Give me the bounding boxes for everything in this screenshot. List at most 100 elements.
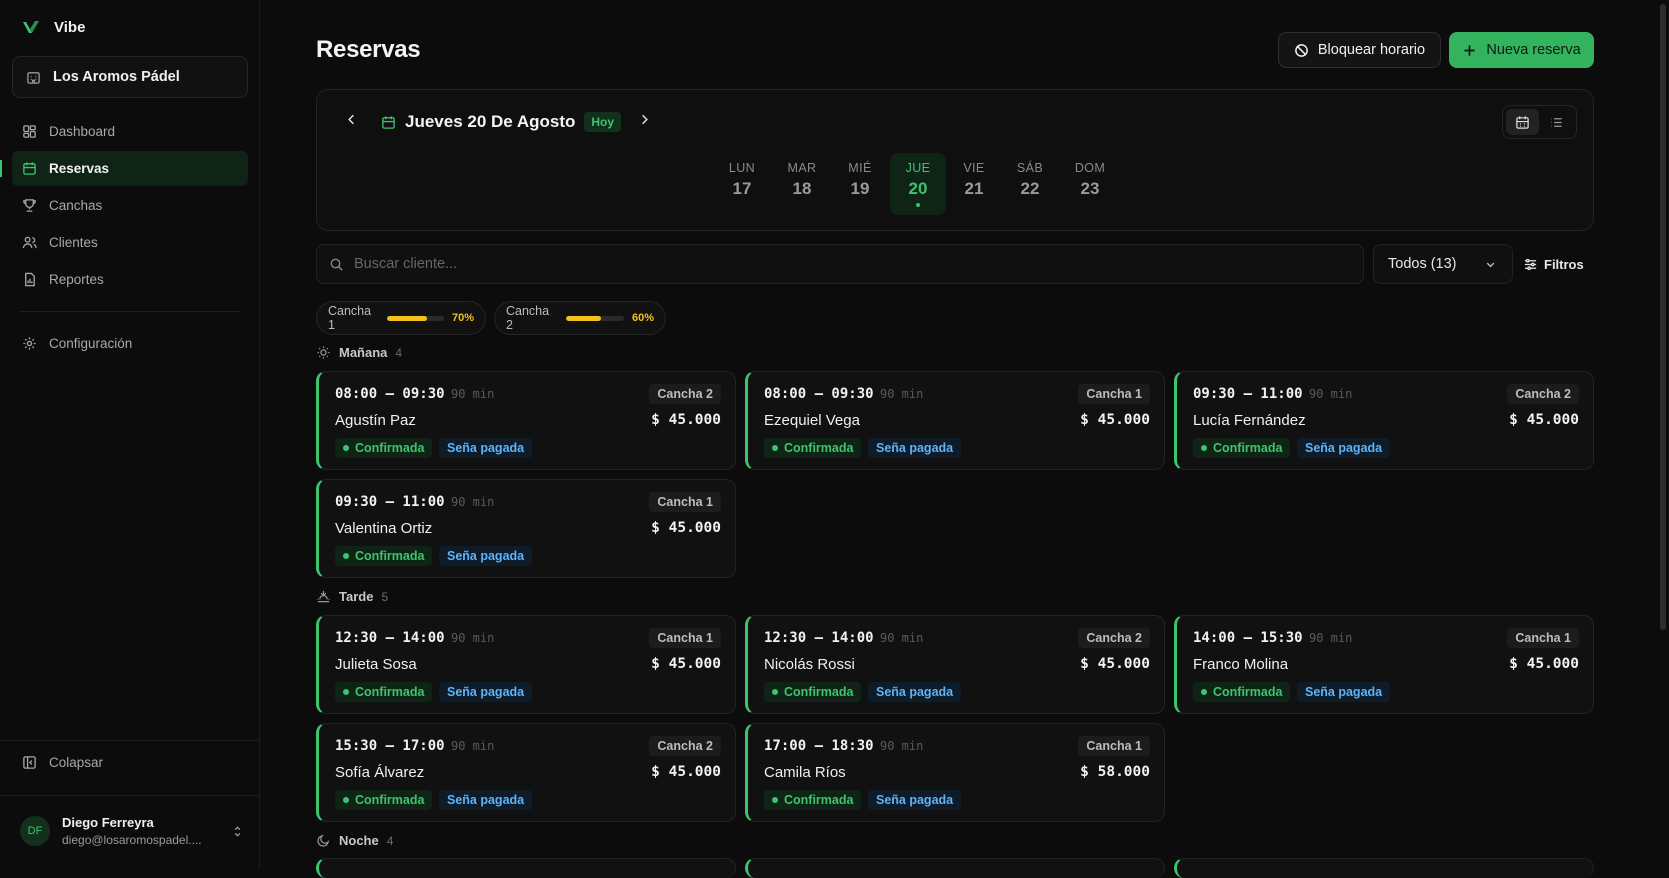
booking-card-partial[interactable] xyxy=(745,858,1165,878)
chevron-up-down-icon xyxy=(234,825,241,837)
payment-badge: Seña pagada xyxy=(439,546,533,566)
status-dot xyxy=(343,445,349,451)
ban-icon xyxy=(1295,43,1308,57)
block-schedule-label: Bloquear horario xyxy=(1317,42,1426,58)
sidebar-item-label: Dashboard xyxy=(49,124,116,139)
court-occupancy-chip[interactable]: Cancha 1 70% xyxy=(316,301,486,335)
day-sun[interactable]: DOM 23 xyxy=(1062,153,1118,215)
status-label: Confirmada xyxy=(784,685,854,699)
block-schedule-button[interactable]: Bloquear horario xyxy=(1278,32,1441,68)
booking-card[interactable]: 17:00 – 18:30 90 min Cancha 1 Camila Ríos $ … xyxy=(745,723,1165,822)
status-dot xyxy=(343,553,349,559)
plus-icon xyxy=(1464,44,1475,56)
payment-badge: Seña pagada xyxy=(439,438,533,458)
booking-duration: 90 min xyxy=(880,387,924,401)
status-badge: Confirmada xyxy=(335,790,433,810)
booking-card[interactable]: 12:30 – 14:00 90 min Cancha 2 Nicolás Rossi… xyxy=(745,615,1165,714)
court-label: Cancha 2 xyxy=(506,304,550,332)
sidebar-item-reservas[interactable]: Reservas xyxy=(0,151,248,186)
brand-name: Vibe xyxy=(54,18,86,36)
list-view-button[interactable] xyxy=(1541,109,1574,135)
occupancy-fill xyxy=(386,315,427,321)
status-badge: Confirmada xyxy=(764,438,862,458)
chevron-right-icon[interactable] xyxy=(637,112,652,127)
client-name: Agustín Paz xyxy=(335,412,416,429)
section-count: 4 xyxy=(395,345,403,360)
brand[interactable]: Vibe xyxy=(22,18,85,36)
court-badge: Cancha 1 xyxy=(1078,736,1150,756)
status-badge: Confirmada xyxy=(335,546,433,566)
booking-card[interactable]: 08:00 – 09:30 90 min Cancha 2 Agustín Paz $ … xyxy=(316,371,736,470)
list-icon xyxy=(1551,117,1562,127)
day-thu[interactable]: JUE 20 xyxy=(890,153,946,215)
scrollbar[interactable] xyxy=(1657,0,1669,869)
status-select[interactable]: Todos (13) xyxy=(1373,244,1513,284)
day-name: LUN xyxy=(728,161,756,175)
booking-price: $ 45.000 xyxy=(651,764,721,780)
today-badge: Hoy xyxy=(584,112,622,132)
status-label: Confirmada xyxy=(355,685,425,699)
scrollbar-thumb[interactable] xyxy=(1660,4,1666,630)
current-date[interactable]: Jueves 20 De Agosto Hoy xyxy=(381,112,622,132)
booking-card-partial[interactable] xyxy=(1174,858,1594,878)
status-badge: Confirmada xyxy=(335,438,433,458)
sidebar-item-clientes[interactable]: Clientes xyxy=(12,225,248,260)
day-name: MIÉ xyxy=(848,161,872,175)
vibe-logo-icon xyxy=(23,21,39,33)
day-fri[interactable]: VIE 21 xyxy=(946,153,1002,215)
status-badge: Confirmada xyxy=(335,682,433,702)
sidebar: Vibe Los Aromos Pádel Dashboard Reservas… xyxy=(0,0,260,869)
page-title: Reservas xyxy=(316,36,421,63)
status-badge: Confirmada xyxy=(1193,438,1291,458)
booking-card-partial[interactable] xyxy=(316,858,736,878)
sidebar-item-canchas[interactable]: Canchas xyxy=(12,188,248,223)
booking-card[interactable]: 12:30 – 14:00 90 min Cancha 1 Julieta Sosa $… xyxy=(316,615,736,714)
court-badge: Cancha 1 xyxy=(649,492,721,512)
booking-time: 17:00 – 18:30 xyxy=(764,738,874,754)
court-occupancy-chip[interactable]: Cancha 2 60% xyxy=(494,301,666,335)
occupancy-percent: 60% xyxy=(631,312,654,324)
booking-price: $ 45.000 xyxy=(651,412,721,428)
search-input[interactable] xyxy=(354,256,1254,272)
day-number: 23 xyxy=(1080,179,1100,198)
booking-time: 12:30 – 14:00 xyxy=(764,630,874,646)
collapse-button[interactable]: Colapsar xyxy=(22,755,103,770)
booking-duration: 90 min xyxy=(451,495,495,509)
day-mon[interactable]: LUN 17 xyxy=(714,153,770,215)
sidebar-divider xyxy=(0,795,260,796)
filters-button[interactable]: Filtros xyxy=(1523,244,1594,284)
booking-duration: 90 min xyxy=(880,739,924,753)
day-sat[interactable]: SÁB 22 xyxy=(1002,153,1058,215)
booking-price: $ 45.000 xyxy=(1080,656,1150,672)
sidebar-item-dashboard[interactable]: Dashboard xyxy=(12,114,248,149)
new-booking-button[interactable]: Nueva reserva xyxy=(1449,32,1594,68)
calendar-view-button[interactable] xyxy=(1506,109,1539,135)
booking-time: 15:30 – 17:00 xyxy=(335,738,445,754)
occupancy-fill xyxy=(565,315,601,321)
client-name: Julieta Sosa xyxy=(335,656,417,673)
sidebar-item-reportes[interactable]: Reportes xyxy=(12,262,248,297)
venue-selector[interactable]: Los Aromos Pádel xyxy=(12,56,248,98)
client-name: Lucía Fernández xyxy=(1193,412,1306,429)
status-badge: Confirmada xyxy=(1193,682,1291,702)
sidebar-item-configuracion[interactable]: Configuración xyxy=(12,326,248,361)
booking-card[interactable]: 14:00 – 15:30 90 min Cancha 1 Franco Molina… xyxy=(1174,615,1594,714)
users-icon xyxy=(22,236,37,249)
booking-card[interactable]: 09:30 – 11:00 90 min Cancha 1 Valentina Ort… xyxy=(316,479,736,578)
building-icon xyxy=(27,71,40,84)
status-dot xyxy=(772,445,778,451)
day-tue[interactable]: MAR 18 xyxy=(774,153,830,215)
new-booking-label: Nueva reserva xyxy=(1486,42,1581,58)
status-dot xyxy=(772,797,778,803)
chevron-left-icon[interactable] xyxy=(344,112,359,127)
booking-time: 08:00 – 09:30 xyxy=(764,386,874,402)
booking-card[interactable]: 15:30 – 17:00 90 min Cancha 2 Sofía Álvarez… xyxy=(316,723,736,822)
week-strip: LUN 17 MAR 18 MIÉ 19 JUE 20 VIE 21 SÁB xyxy=(317,153,1595,215)
booking-price: $ 58.000 xyxy=(1080,764,1150,780)
booking-card[interactable]: 08:00 – 09:30 90 min Cancha 1 Ezequiel Vega… xyxy=(745,371,1165,470)
day-name: VIE xyxy=(963,161,985,175)
booking-card[interactable]: 09:30 – 11:00 90 min Cancha 2 Lucía Fernánd… xyxy=(1174,371,1594,470)
user-menu[interactable]: DF Diego Ferreyra diego@losaromospadel..… xyxy=(20,815,245,847)
day-wed[interactable]: MIÉ 19 xyxy=(832,153,888,215)
sidebar-item-label: Configuración xyxy=(49,336,133,351)
